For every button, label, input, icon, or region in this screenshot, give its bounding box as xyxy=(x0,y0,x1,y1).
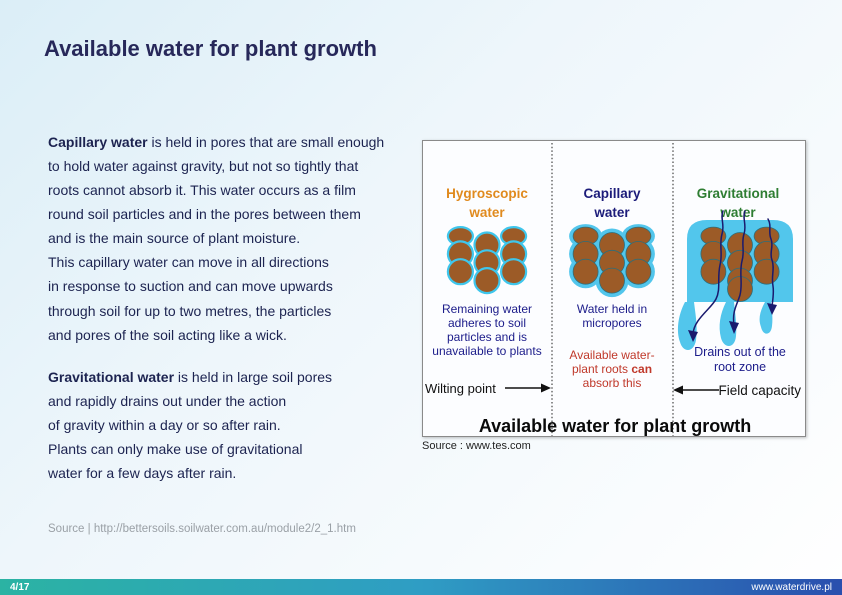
svg-text:root zone: root zone xyxy=(714,360,766,374)
svg-text:Water held in: Water held in xyxy=(577,302,647,316)
svg-text:adheres to soil: adheres to soil xyxy=(448,316,526,330)
svg-text:Remaining water: Remaining water xyxy=(442,302,532,316)
svg-text:Field capacity: Field capacity xyxy=(718,383,801,398)
svg-text:Capillary: Capillary xyxy=(583,186,641,201)
svg-text:particles and is: particles and is xyxy=(447,330,527,344)
svg-text:water: water xyxy=(468,205,505,220)
svg-text:Available water-: Available water- xyxy=(569,348,654,362)
svg-text:plant roots can: plant roots can xyxy=(572,362,652,376)
svg-text:Hygroscopic: Hygroscopic xyxy=(446,186,528,201)
svg-text:Drains out of the: Drains out of the xyxy=(694,345,786,359)
svg-text:micropores: micropores xyxy=(582,316,641,330)
svg-text:Available water for plant grow: Available water for plant growth xyxy=(479,416,751,436)
svg-text:water: water xyxy=(719,205,756,220)
svg-text:Gravitational: Gravitational xyxy=(697,186,780,201)
svg-text:Wilting point: Wilting point xyxy=(425,381,496,396)
svg-text:water: water xyxy=(593,205,630,220)
svg-text:unavailable to plants: unavailable to plants xyxy=(432,344,541,358)
svg-text:absorb this: absorb this xyxy=(583,376,642,390)
